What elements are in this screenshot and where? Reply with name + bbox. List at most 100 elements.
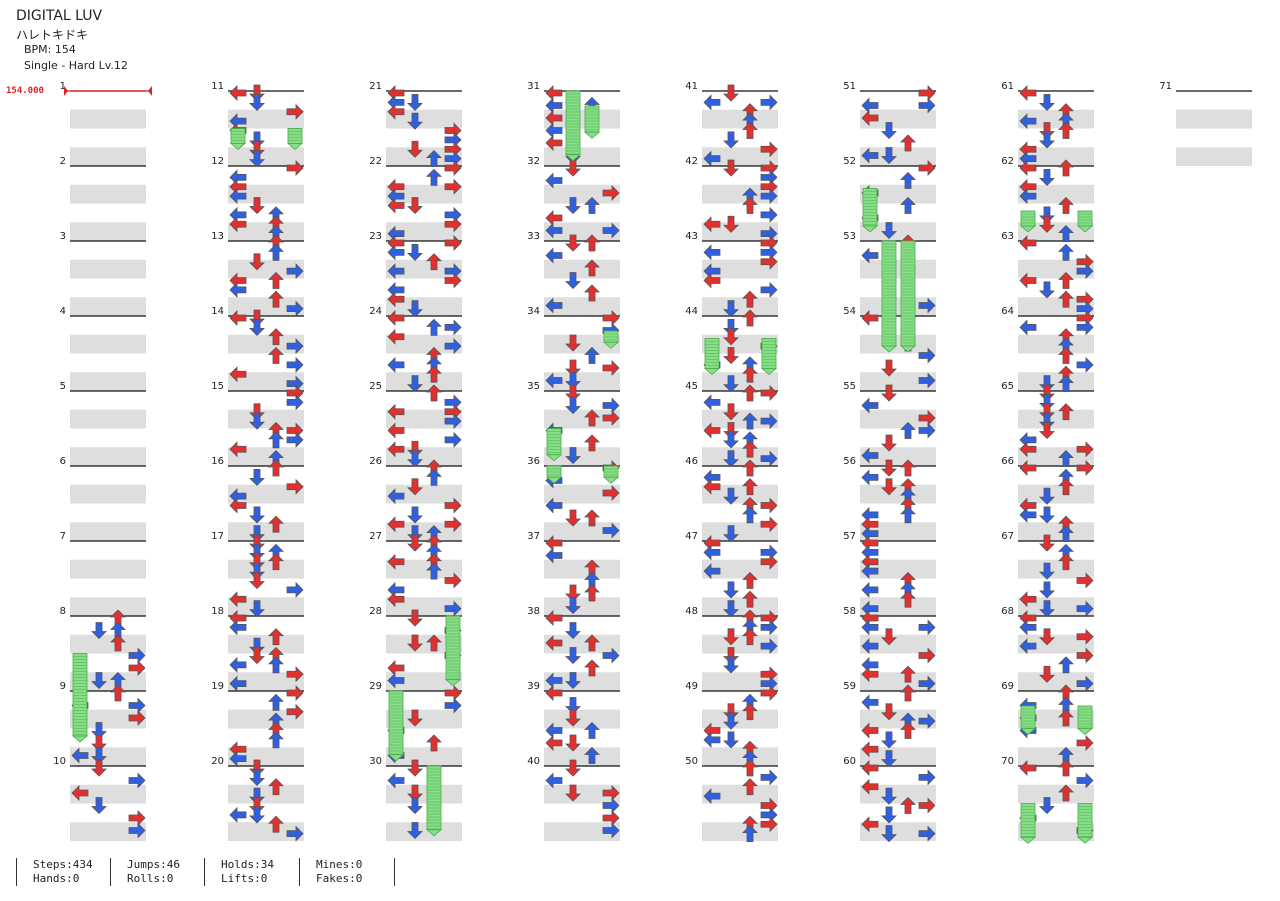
beat-band: [386, 522, 462, 541]
up-arrow-note: [742, 703, 758, 721]
down-arrow-note: [565, 734, 581, 752]
beat-band: [544, 559, 620, 579]
hold-tail: [861, 225, 879, 233]
down-arrow-note: [881, 750, 897, 768]
up-arrow-note: [268, 431, 284, 449]
beat-band: [1018, 222, 1094, 241]
up-arrow-note: [1058, 271, 1074, 289]
left-arrow-note: [545, 172, 563, 189]
measure-number: 60: [843, 756, 856, 767]
beat-band: [1018, 409, 1094, 429]
up-arrow-note: [1058, 450, 1074, 468]
down-arrow-note: [565, 759, 581, 777]
right-arrow-note: [1076, 647, 1094, 664]
stat-rolls: Rolls:0: [127, 872, 174, 885]
stats-end-divider: [394, 858, 395, 886]
beat-band: [860, 672, 936, 691]
right-arrow-note: [602, 647, 620, 664]
hold-tail: [760, 368, 778, 376]
left-arrow-note: [229, 619, 247, 636]
up-arrow-note: [426, 634, 442, 652]
hold-tail: [899, 345, 917, 353]
right-arrow-note: [1076, 675, 1094, 692]
right-arrow-note: [918, 769, 936, 786]
down-arrow-note: [407, 300, 423, 318]
up-arrow-note: [742, 478, 758, 496]
right-arrow-note: [128, 660, 146, 676]
left-arrow-note: [861, 397, 879, 414]
left-arrow-note: [861, 638, 879, 655]
down-arrow-note: [881, 628, 897, 646]
song-title: DIGITAL LUV: [16, 8, 103, 24]
hold-body: [862, 188, 878, 227]
down-arrow-note: [565, 784, 581, 802]
right-arrow-note: [444, 600, 462, 617]
down-arrow-note: [1039, 403, 1055, 421]
up-arrow-note: [900, 590, 916, 608]
left-arrow-note: [703, 544, 721, 561]
left-arrow-note: [229, 188, 247, 205]
up-arrow-note: [1058, 243, 1074, 261]
down-arrow-note: [407, 112, 423, 130]
right-arrow-note: [286, 431, 304, 448]
up-arrow-note: [1058, 709, 1074, 727]
down-arrow-note: [723, 328, 739, 346]
down-arrow-note: [881, 222, 897, 240]
right-arrow-note: [918, 422, 936, 439]
left-arrow-note: [861, 310, 879, 326]
left-arrow-note: [1019, 506, 1037, 523]
right-arrow-note: [1076, 441, 1094, 458]
measure-number: 48: [685, 606, 698, 617]
down-arrow-note: [91, 759, 107, 777]
hold-body: [603, 330, 619, 343]
left-arrow-note: [861, 741, 879, 758]
right-arrow-note: [918, 619, 936, 636]
down-arrow-note: [881, 434, 897, 452]
down-arrow-note: [565, 584, 581, 602]
beat-band: [228, 259, 304, 279]
down-arrow-note: [91, 722, 107, 740]
up-arrow-note: [742, 384, 758, 402]
up-arrow-note: [742, 412, 758, 430]
measure-number: 16: [211, 456, 224, 467]
right-arrow-note: [918, 797, 936, 814]
beat-band: [1018, 484, 1094, 504]
down-arrow-note: [249, 197, 265, 215]
beat-band: [1018, 597, 1094, 616]
measure-number: 26: [369, 456, 382, 467]
up-arrow-note: [742, 825, 758, 843]
down-arrow-note: [565, 622, 581, 640]
beat-band: [386, 747, 462, 766]
down-arrow-note: [723, 159, 739, 177]
beat-band: [228, 447, 304, 466]
hold-body: [1077, 705, 1093, 729]
measure-number: 71: [1159, 81, 1172, 92]
up-arrow-note: [742, 628, 758, 646]
measure-number: 50: [685, 756, 698, 767]
down-arrow-note: [881, 478, 897, 496]
down-arrow-note: [249, 797, 265, 815]
up-arrow-note: [742, 759, 758, 777]
right-arrow-note: [918, 675, 936, 692]
beat-band: [544, 259, 620, 279]
measure-number: 20: [211, 756, 224, 767]
down-arrow-note: [565, 509, 581, 527]
up-arrow-note: [1058, 346, 1074, 364]
beat-band: [860, 784, 936, 804]
up-arrow-note: [584, 584, 600, 602]
beat-band: [860, 559, 936, 579]
up-arrow-note: [268, 459, 284, 477]
down-arrow-note: [407, 709, 423, 727]
measure-number: 31: [527, 81, 540, 92]
beat-band: [70, 522, 146, 541]
up-arrow-note: [268, 778, 284, 796]
beat-band: [1018, 747, 1094, 766]
up-arrow-note: [900, 796, 916, 814]
right-arrow-note: [1076, 772, 1094, 789]
beat-band: [1018, 297, 1094, 316]
up-arrow-note: [1058, 553, 1074, 571]
beat-band: [70, 222, 146, 241]
up-arrow-note: [584, 746, 600, 764]
measure-number: 53: [843, 231, 856, 242]
beat-band: [702, 559, 778, 579]
